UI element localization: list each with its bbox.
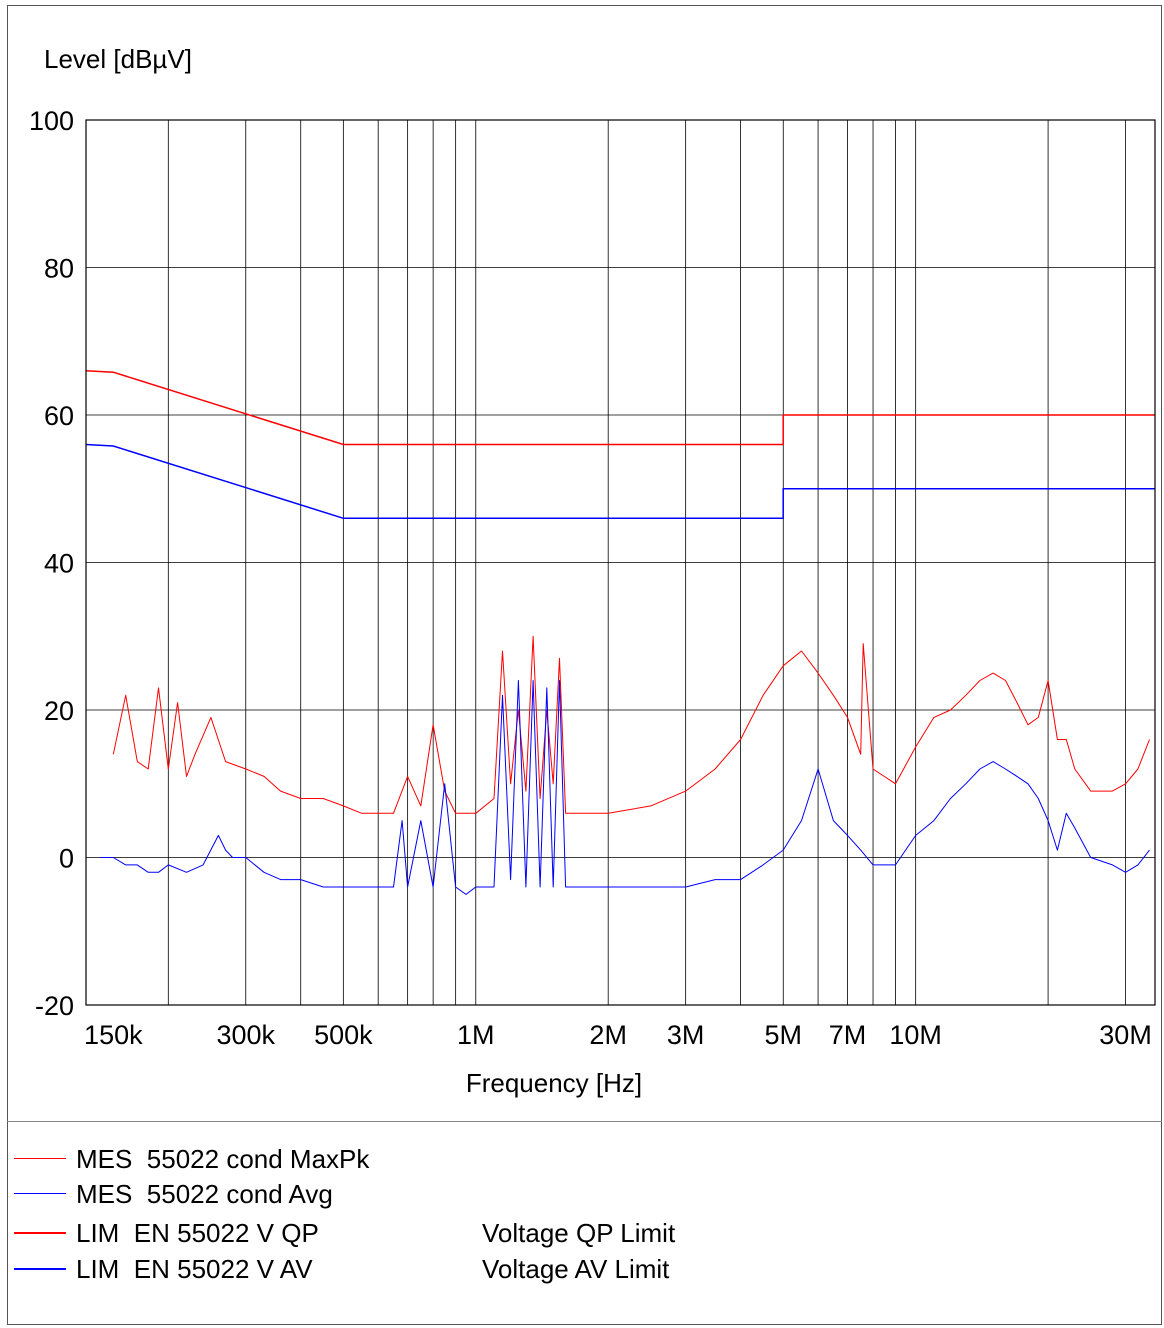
x-tick-label: 3M xyxy=(667,1020,705,1050)
y-tick-labels: 100 80 60 40 20 0 -20 xyxy=(29,106,74,1021)
x-axis-label: Frequency [Hz] xyxy=(466,1068,642,1098)
y-tick-label: 80 xyxy=(44,254,74,284)
x-tick-label: 10M xyxy=(889,1020,942,1050)
legend-description: Voltage AV Limit xyxy=(482,1254,670,1284)
x-tick-label: 500k xyxy=(314,1020,373,1050)
legend-divider xyxy=(7,1121,1162,1122)
grid xyxy=(86,119,1155,1006)
plot-border xyxy=(85,119,1156,1006)
series-maxpk xyxy=(112,635,1150,814)
series-layer xyxy=(85,370,1155,895)
legend-description: Voltage QP Limit xyxy=(482,1218,676,1248)
legend-label: MES 55022 cond MaxPk xyxy=(76,1144,370,1174)
legend-swatch-avg xyxy=(14,1193,66,1194)
legend-swatch-av-limit xyxy=(14,1268,66,1270)
x-tick-label: 150k xyxy=(84,1020,143,1050)
legend-swatch-maxpk xyxy=(14,1158,66,1159)
x-tick-label: 5M xyxy=(764,1020,802,1050)
legend-label: LIM EN 55022 V AV xyxy=(76,1254,313,1284)
x-tick-label: 7M xyxy=(829,1020,867,1050)
y-tick-label: 0 xyxy=(59,844,74,874)
series-qp-limit xyxy=(85,370,1155,446)
y-tick-label: 40 xyxy=(44,549,74,579)
series-avg xyxy=(100,680,1150,895)
y-tick-label: -20 xyxy=(35,991,74,1021)
legend-label: LIM EN 55022 V QP xyxy=(76,1218,319,1248)
x-tick-labels: 150k 300k 500k 1M 2M 3M 5M 7M 10M 30M xyxy=(84,1020,1152,1050)
x-tick-label: 300k xyxy=(216,1020,275,1050)
y-tick-label: 20 xyxy=(44,696,74,726)
x-tick-label: 2M xyxy=(589,1020,627,1050)
x-tick-label: 1M xyxy=(457,1020,495,1050)
legend-label: MES 55022 cond Avg xyxy=(76,1179,333,1209)
chart-frame xyxy=(7,5,1162,1325)
y-tick-label: 100 xyxy=(29,106,74,136)
emission-chart: 100 80 60 40 20 0 -20 150k 300k 500k 1M 2M 3M 5M 7M 10… xyxy=(29,44,1156,1098)
series-av-limit xyxy=(85,443,1155,520)
y-axis-label: Level [dBµV] xyxy=(44,44,192,74)
x-tick-label: 30M xyxy=(1099,1020,1152,1050)
legend-swatch-qp-limit xyxy=(14,1232,66,1234)
y-tick-label: 60 xyxy=(44,401,74,431)
